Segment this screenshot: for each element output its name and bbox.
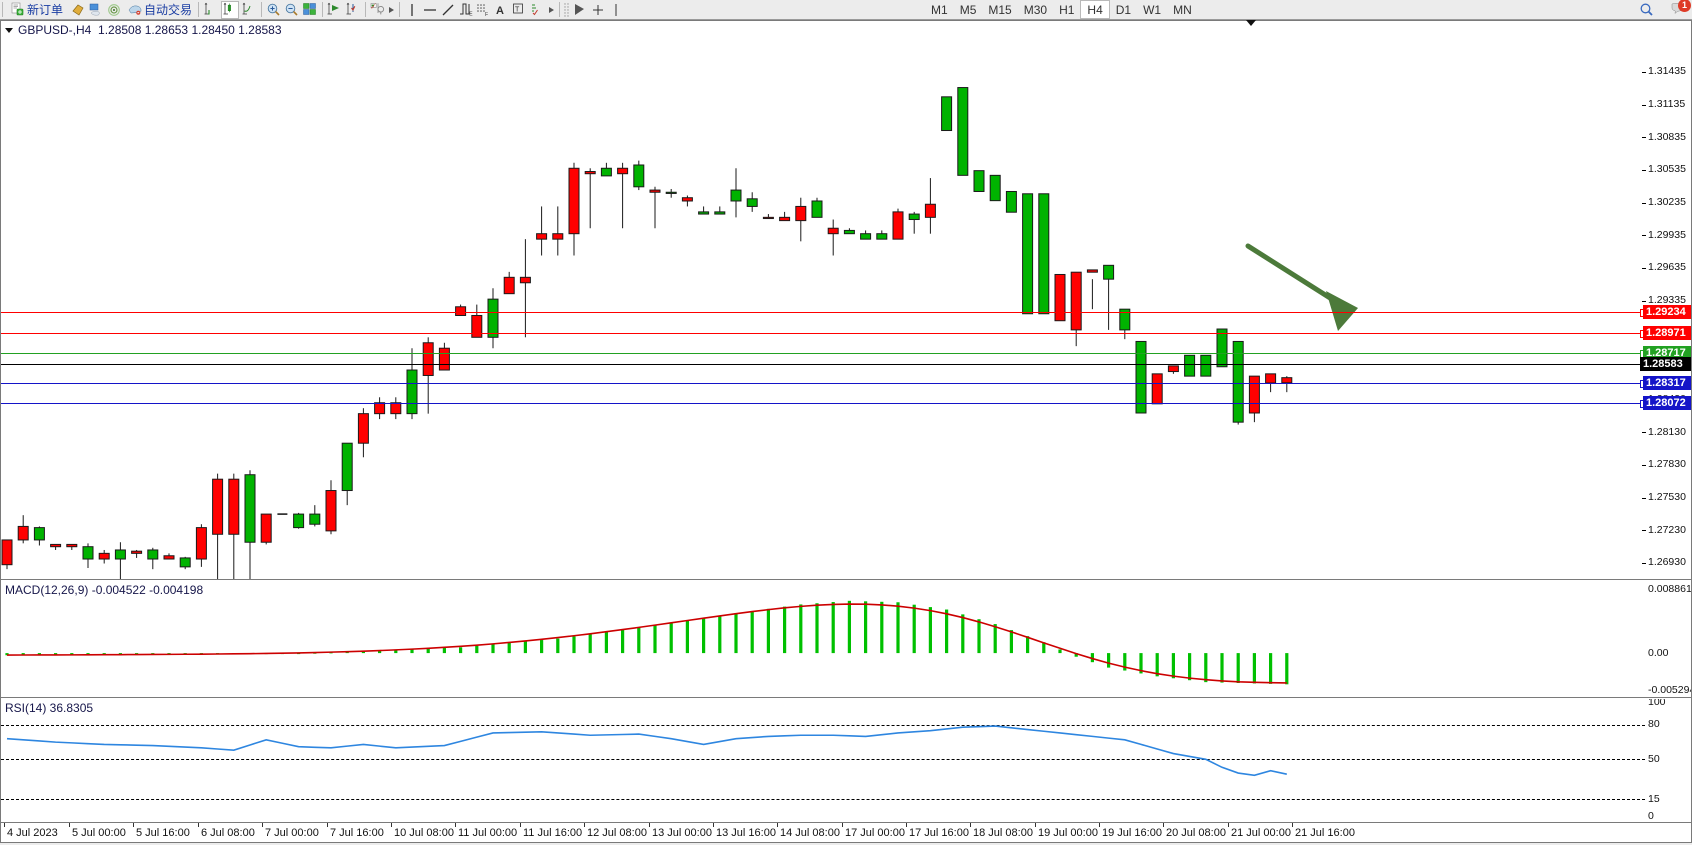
svg-text:F: F xyxy=(485,12,488,18)
svg-text:A: A xyxy=(496,5,504,17)
svg-text:E: E xyxy=(469,11,473,17)
svg-text:T: T xyxy=(515,6,520,13)
